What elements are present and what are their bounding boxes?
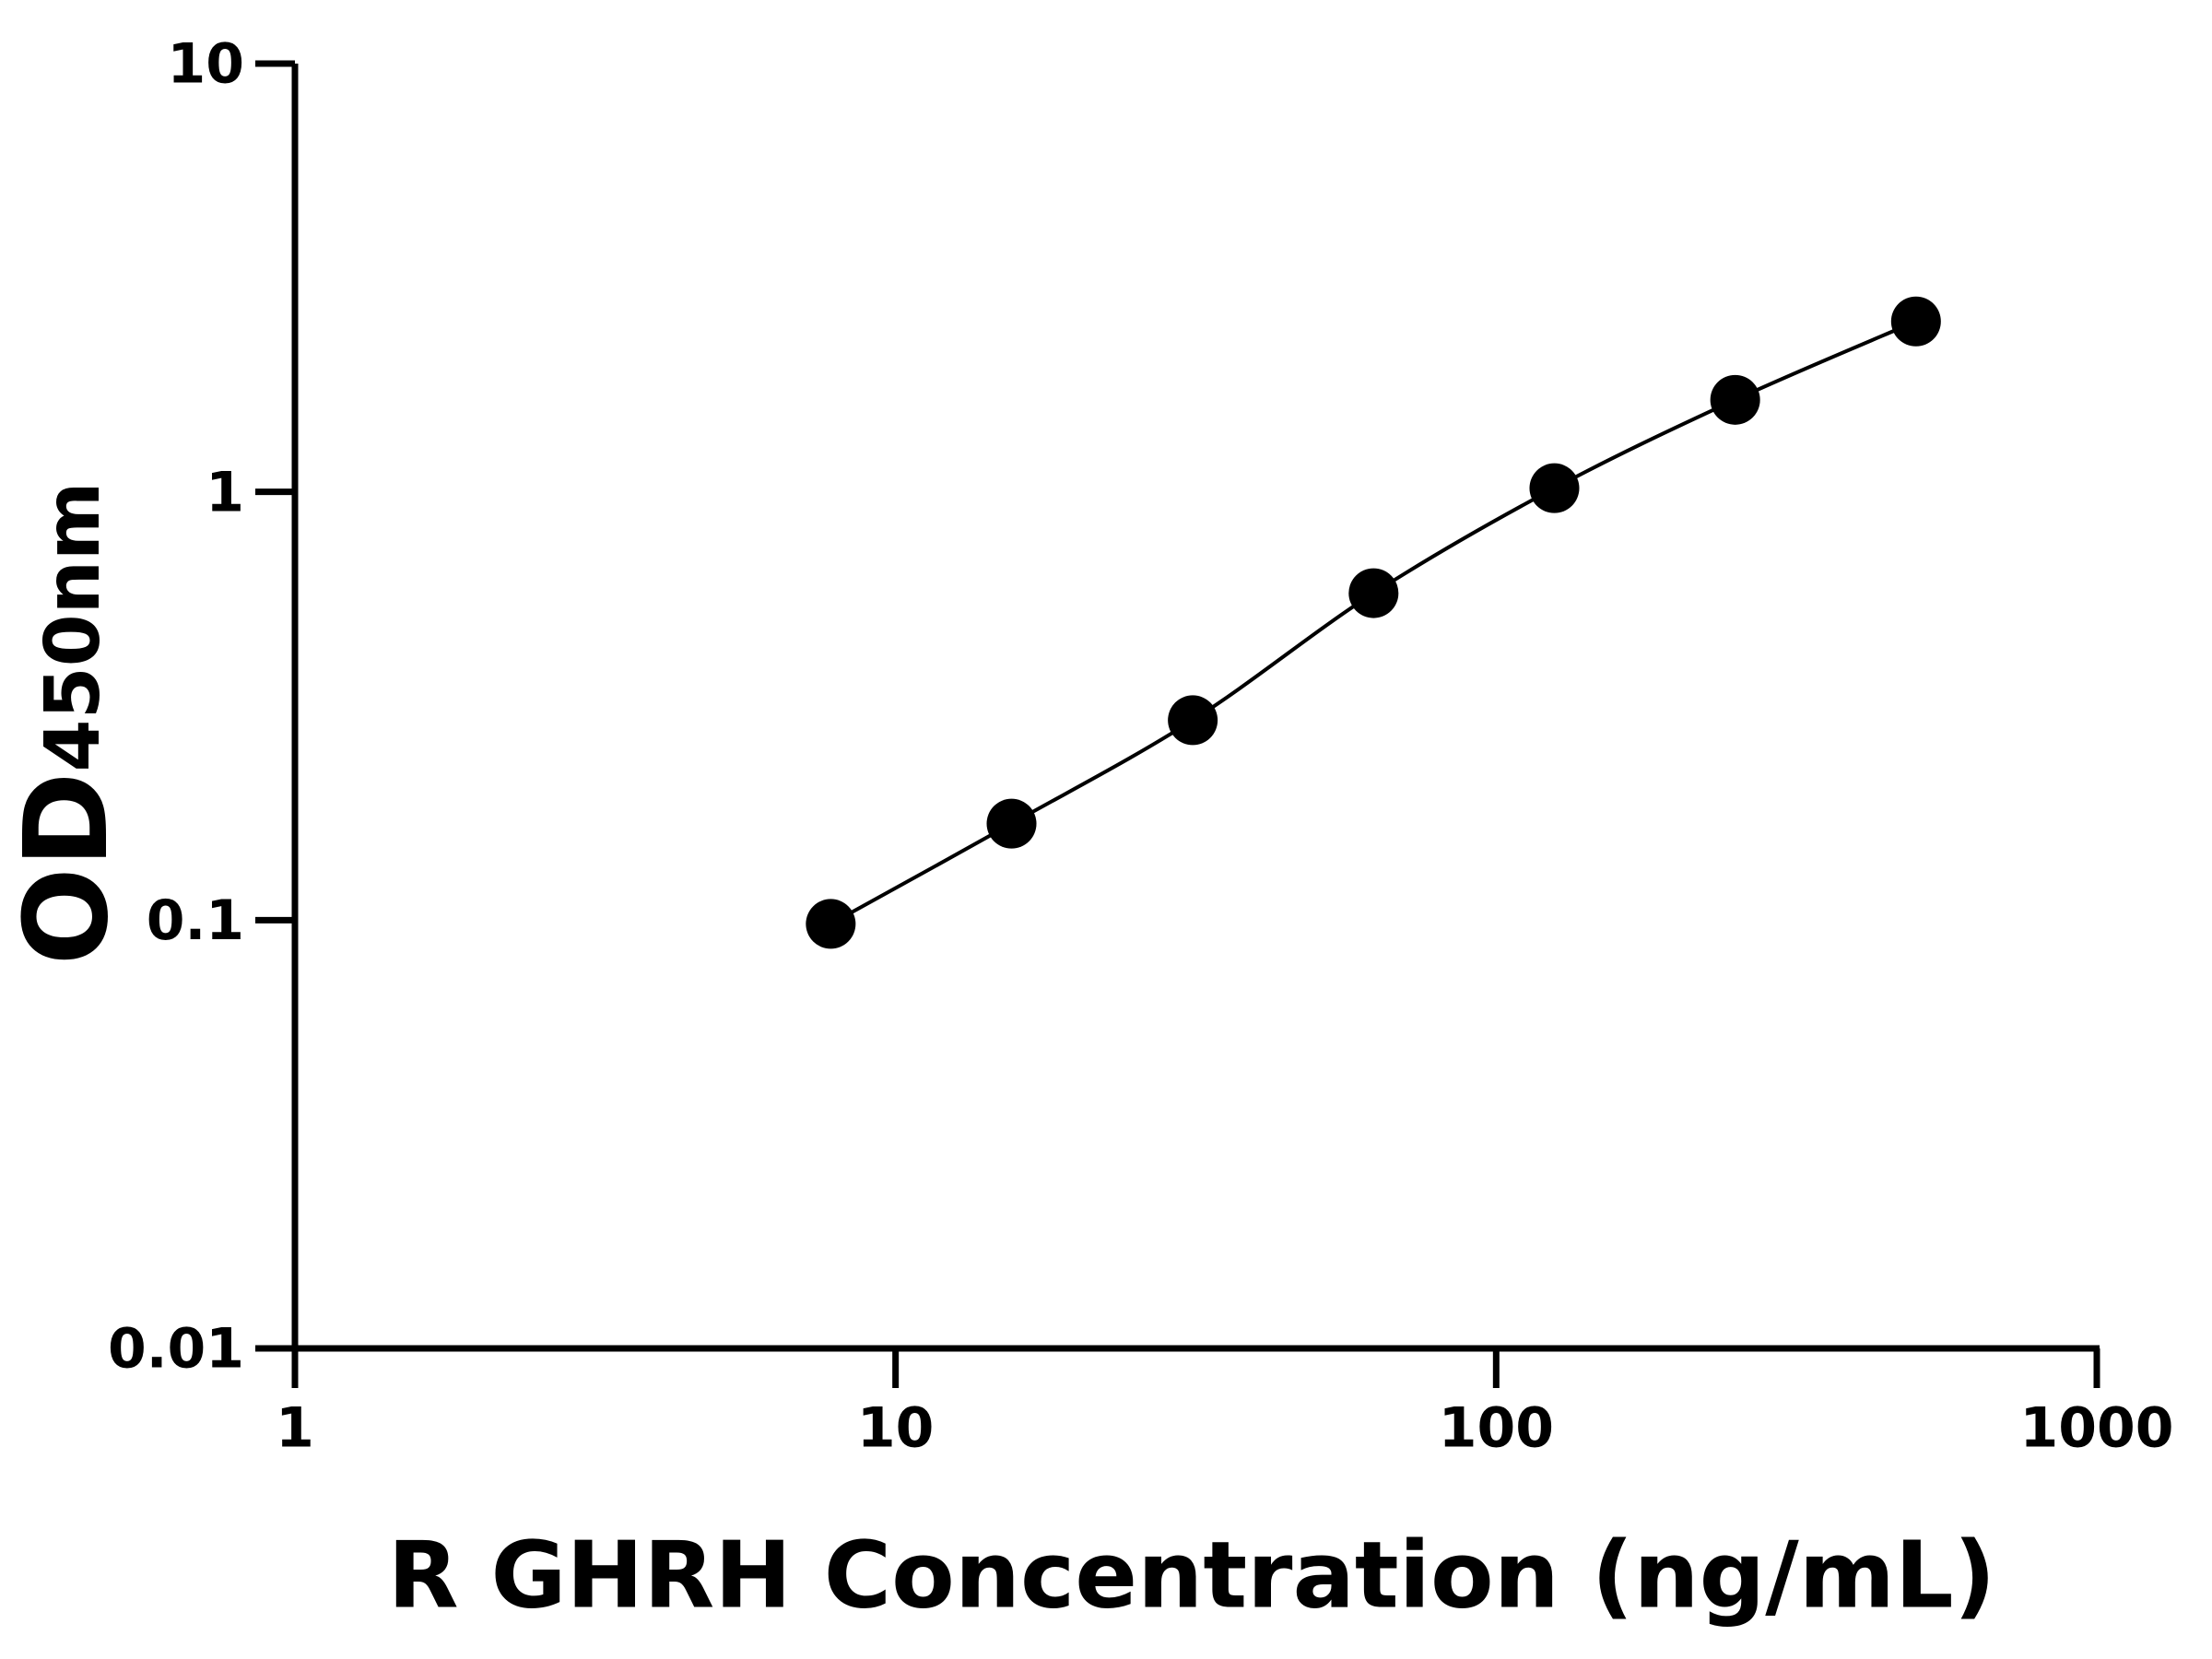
data-point (986, 798, 1037, 849)
data-point (1890, 296, 1941, 347)
data-point (1529, 463, 1580, 513)
x-axis-title: R GHRH Concentration (ng/mL) (388, 1521, 1996, 1629)
y-tick-label: 1 (206, 460, 244, 524)
y-axis-title-subscript: 450nm (29, 481, 117, 771)
y-tick-label: 10 (168, 32, 245, 97)
data-point (1710, 374, 1760, 425)
x-tick-label: 1000 (2020, 1396, 2174, 1461)
y-axis-title: OD450nm (0, 481, 134, 965)
y-tick-label: 0.1 (147, 888, 244, 953)
y-axis-title-main: OD (0, 771, 134, 965)
data-point (1168, 695, 1218, 746)
data-point (1348, 568, 1399, 618)
x-tick-label: 10 (857, 1396, 935, 1461)
data-point (806, 899, 856, 949)
x-tick-label: 100 (1439, 1396, 1554, 1461)
x-tick-label: 1 (276, 1396, 314, 1461)
y-tick-label: 0.01 (108, 1317, 244, 1382)
